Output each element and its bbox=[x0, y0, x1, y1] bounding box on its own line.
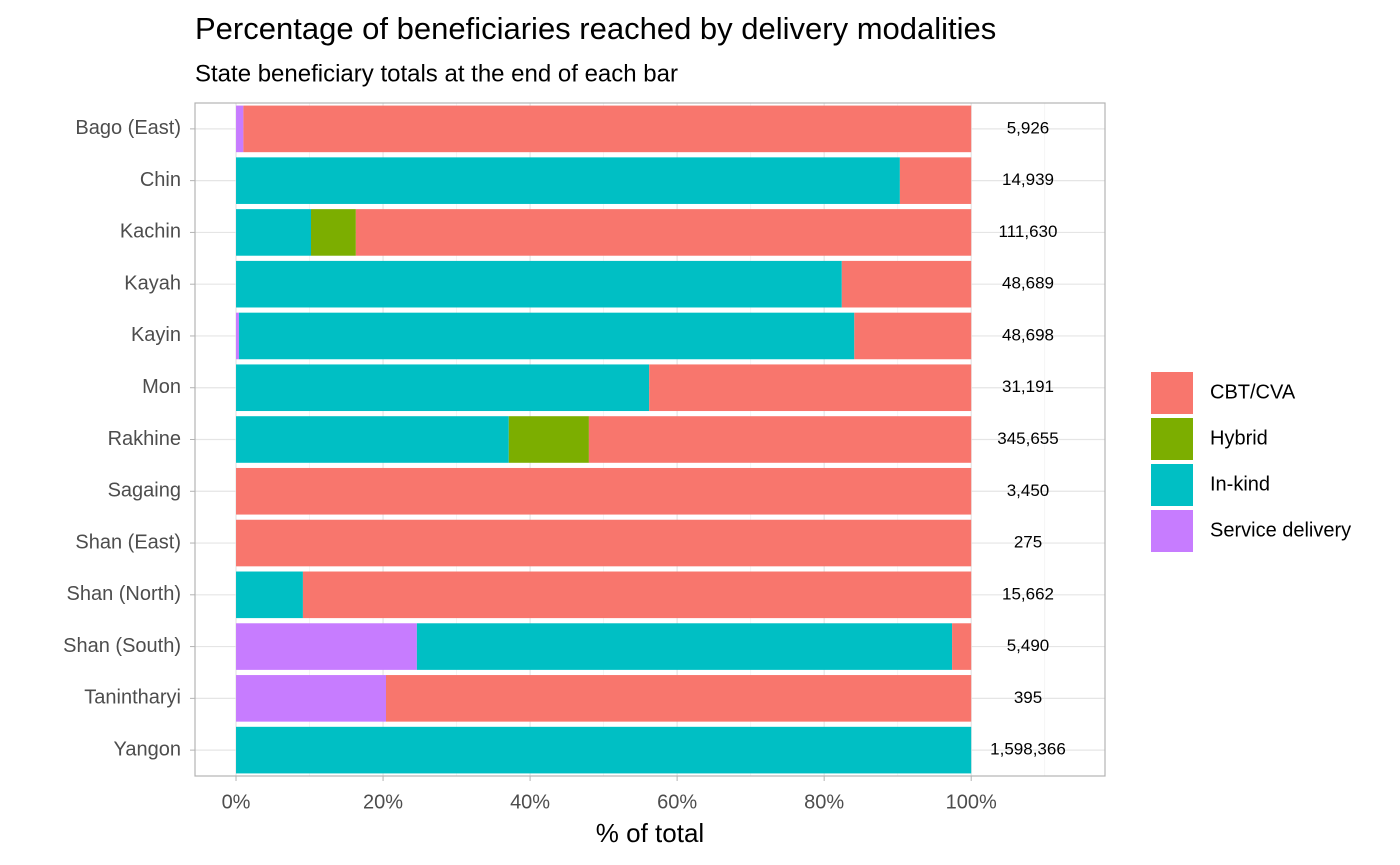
chart-subtitle: State beneficiary totals at the end of e… bbox=[195, 60, 678, 87]
bar-segment bbox=[236, 675, 386, 722]
bar-segment bbox=[649, 364, 972, 412]
x-tick-label: 60% bbox=[657, 791, 697, 813]
x-tick-label: 80% bbox=[804, 791, 844, 813]
bar-segment bbox=[302, 571, 972, 619]
bar-segment bbox=[236, 260, 842, 308]
chart-title: Percentage of beneficiaries reached by d… bbox=[195, 11, 996, 46]
x-tick-label: 20% bbox=[363, 791, 403, 813]
bar-segment bbox=[236, 312, 239, 360]
total-label: 275 bbox=[1014, 533, 1042, 552]
total-label: 31,191 bbox=[1002, 377, 1054, 396]
y-tick-label: Kayin bbox=[131, 324, 181, 346]
bar-segment bbox=[385, 675, 972, 722]
bar-segment bbox=[236, 571, 303, 619]
bar-segment bbox=[236, 105, 244, 153]
bar-segment bbox=[416, 623, 953, 670]
total-label: 15,662 bbox=[1002, 584, 1054, 603]
legend-label: Service delivery bbox=[1210, 519, 1351, 541]
y-tick-label: Sagaing bbox=[108, 480, 181, 502]
total-label: 3,450 bbox=[1007, 481, 1050, 500]
bar-segment bbox=[236, 467, 972, 515]
bar-segment bbox=[236, 623, 417, 670]
x-tick-label: 100% bbox=[946, 791, 997, 813]
x-axis-label: % of total bbox=[596, 818, 704, 848]
legend-label: In-kind bbox=[1210, 473, 1270, 495]
legend-label: Hybrid bbox=[1210, 427, 1268, 449]
legend-key bbox=[1151, 372, 1193, 414]
legend-key bbox=[1151, 464, 1193, 506]
y-tick-label: Chin bbox=[140, 169, 181, 191]
total-label: 48,698 bbox=[1002, 325, 1054, 344]
total-label: 5,926 bbox=[1007, 118, 1050, 137]
x-tick-label: 0% bbox=[222, 791, 251, 813]
bar-segment bbox=[588, 416, 972, 463]
y-tick-label: Shan (East) bbox=[75, 531, 181, 553]
bar-segment bbox=[236, 519, 972, 567]
y-tick-label: Tanintharyi bbox=[84, 687, 181, 709]
bar-segment bbox=[899, 157, 972, 204]
y-tick-label: Kachin bbox=[120, 221, 181, 243]
bar-segment bbox=[952, 623, 972, 670]
y-tick-label: Yangon bbox=[114, 738, 181, 760]
y-tick-label: Kayah bbox=[124, 272, 181, 294]
bar-segment bbox=[238, 312, 855, 360]
bar-segment bbox=[243, 105, 972, 153]
bar-segment bbox=[311, 209, 356, 256]
bar-segment bbox=[841, 260, 972, 308]
legend-key bbox=[1151, 418, 1193, 460]
total-label: 1,598,366 bbox=[990, 740, 1066, 759]
total-label: 48,689 bbox=[1002, 274, 1054, 293]
total-label: 395 bbox=[1014, 688, 1042, 707]
bar-segment bbox=[236, 726, 972, 774]
y-tick-label: Bago (East) bbox=[75, 117, 181, 139]
y-tick-label: Shan (South) bbox=[63, 635, 181, 657]
total-label: 14,939 bbox=[1002, 170, 1054, 189]
bar-segment bbox=[236, 157, 900, 204]
bar-segment bbox=[236, 209, 312, 256]
total-label: 111,630 bbox=[999, 222, 1058, 241]
legend-key bbox=[1151, 510, 1193, 552]
y-tick-label: Shan (North) bbox=[67, 583, 182, 605]
bar-segment bbox=[236, 364, 650, 412]
bar-segment bbox=[854, 312, 972, 360]
panel-border bbox=[194, 102, 1106, 777]
y-tick-label: Rakhine bbox=[108, 428, 181, 450]
total-label: 5,490 bbox=[1007, 636, 1050, 655]
x-tick-label: 40% bbox=[510, 791, 550, 813]
bar-segment bbox=[355, 209, 972, 256]
y-tick-label: Mon bbox=[142, 376, 181, 398]
bar-segment bbox=[508, 416, 589, 463]
legend-label: CBT/CVA bbox=[1210, 381, 1296, 403]
bar-segment bbox=[236, 416, 509, 463]
total-label: 345,655 bbox=[997, 429, 1058, 448]
